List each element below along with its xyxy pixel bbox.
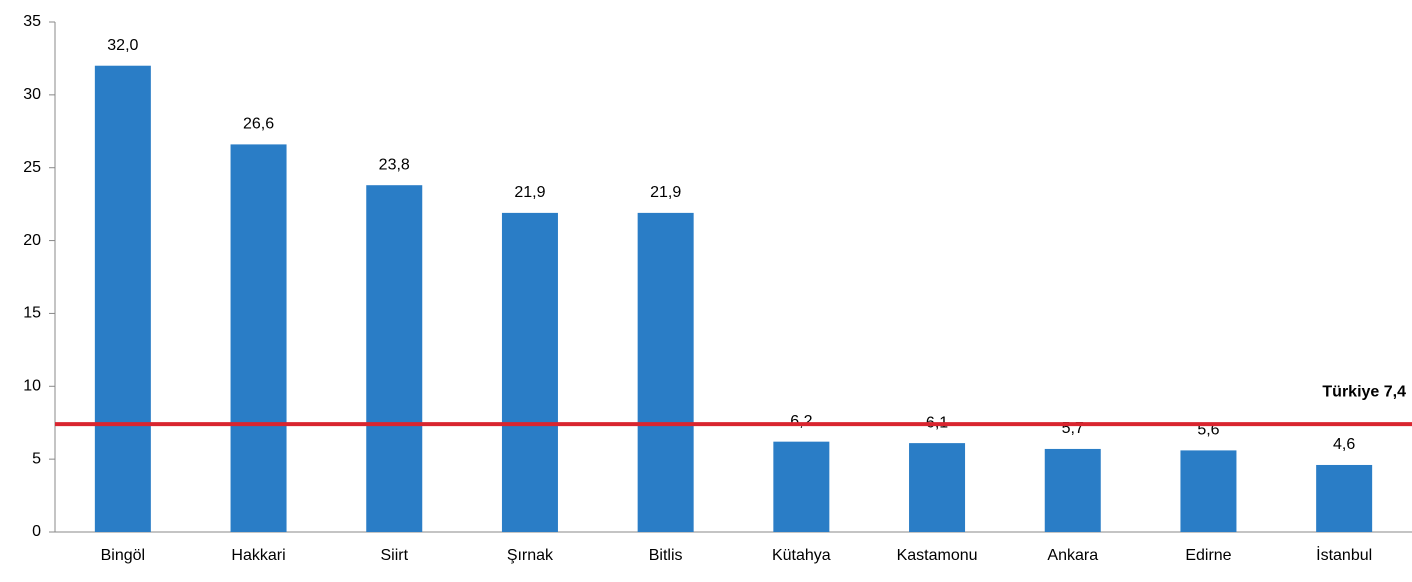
y-tick-label: 5 (32, 450, 41, 467)
x-tick-label: Bingöl (101, 547, 145, 564)
x-tick-label: Kastamonu (897, 547, 978, 564)
x-tick-label: İstanbul (1316, 545, 1372, 564)
x-tick-label: Edirne (1185, 547, 1231, 564)
y-tick-label: 10 (23, 378, 41, 395)
x-tick-label: Siirt (380, 547, 408, 564)
bar (909, 443, 966, 532)
bar (1180, 450, 1237, 532)
y-tick-label: 0 (32, 523, 41, 540)
bar (637, 212, 694, 532)
bar (230, 144, 287, 532)
value-label: 26,6 (243, 116, 274, 133)
value-label: 23,8 (379, 156, 410, 173)
bar (94, 65, 151, 532)
bar (1316, 464, 1373, 532)
bar (1044, 448, 1101, 532)
bar (773, 441, 830, 532)
y-tick-label: 15 (23, 305, 41, 322)
value-label: 4,6 (1333, 436, 1355, 453)
x-tick-label: Ankara (1047, 547, 1098, 564)
x-tick-label: Kütahya (772, 547, 831, 564)
y-tick-label: 20 (23, 232, 41, 249)
value-label: 32,0 (107, 37, 138, 54)
bar (366, 185, 423, 532)
value-label: 6,2 (790, 413, 812, 430)
value-label: 21,9 (650, 184, 681, 201)
y-tick-label: 25 (23, 159, 41, 176)
bar (501, 212, 558, 532)
reference-label: Türkiye 7,4 (1322, 383, 1406, 400)
y-tick-label: 30 (23, 86, 41, 103)
y-tick-label: 35 (23, 13, 41, 30)
x-tick-label: Hakkari (231, 547, 285, 564)
x-tick-label: Bitlis (649, 547, 683, 564)
x-tick-label: Şırnak (507, 547, 554, 564)
value-label: 21,9 (514, 184, 545, 201)
